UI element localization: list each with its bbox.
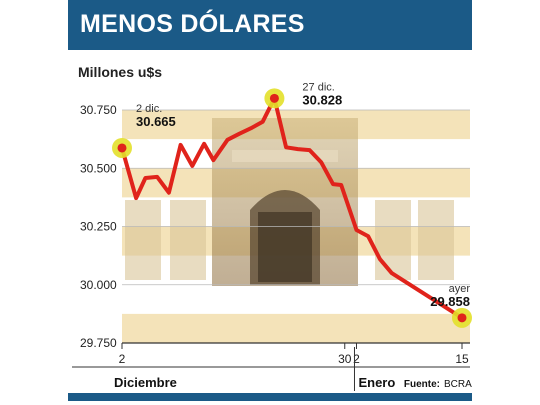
series-line [120,96,464,320]
building-window-0 [125,200,161,280]
y-tick-label: 30.000 [80,278,117,292]
background-building-image [125,118,454,286]
x-tick-label: 15 [455,352,469,366]
highlight-marker-dot [117,143,127,153]
unit-label: Millones u$s [78,64,163,80]
building-door [258,212,312,282]
bottom-labels: Diciembre Enero Fuente: BCRA [114,347,472,391]
y-tick-label: 29.750 [80,336,117,350]
building-sign [232,150,338,162]
highlight-marker-dot [269,93,279,103]
annotation-date: 27 dic. [302,81,334,93]
band-3 [122,313,470,343]
series-line-path [120,96,464,320]
footer-bar [68,393,472,401]
annotation-date: ayer [449,283,471,295]
source-label: Fuente: [404,379,440,390]
annotation-value: 29.858 [430,294,470,309]
month-label: Enero [358,375,395,390]
axes [72,342,470,368]
y-tick-label: 30.750 [80,103,117,117]
title-bar [68,0,472,50]
x-tick-label: 2 [353,352,360,366]
annotation-date: 2 dic. [136,103,162,115]
x-tick-label: 30 [338,352,352,366]
x-tick-label: 2 [119,352,126,366]
building-window-3 [418,200,454,280]
building-window-1 [170,200,206,280]
chart-title: MENOS DÓLARES [80,10,305,38]
month-label: Diciembre [114,375,177,390]
y-tick-label: 30.250 [80,220,117,234]
annotation-value: 30.665 [136,114,176,129]
y-tick-label: 30.500 [80,161,117,175]
building-window-2 [375,200,411,280]
source-value: BCRA [444,379,472,390]
annotation-value: 30.828 [302,92,342,107]
highlight-markers [112,88,472,328]
highlight-marker-dot [457,313,467,323]
